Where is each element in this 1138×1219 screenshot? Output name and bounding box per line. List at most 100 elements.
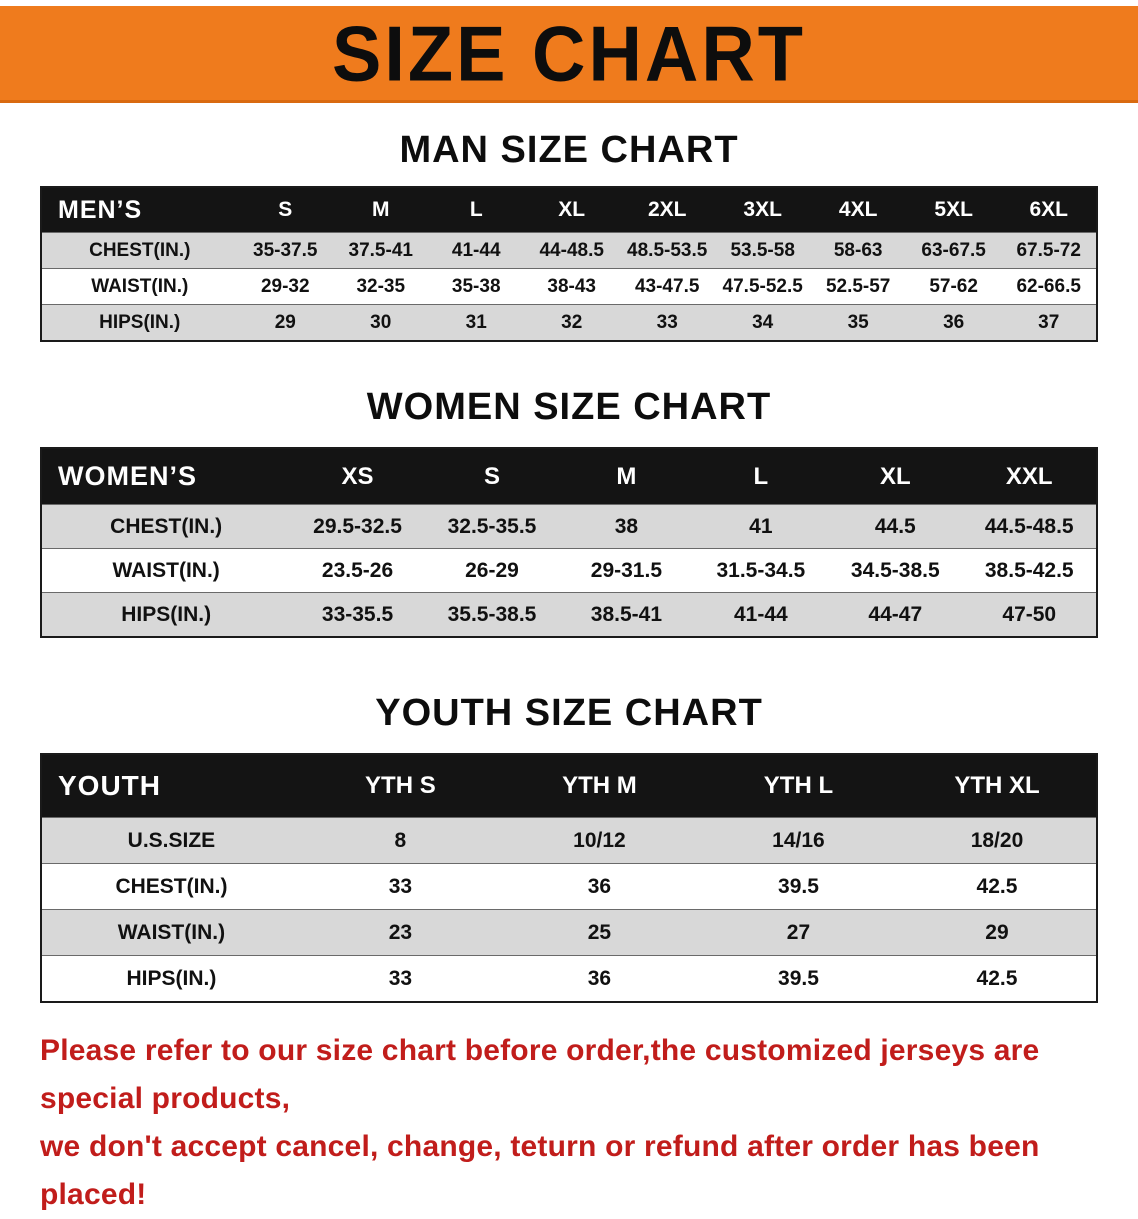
table-row: WAIST(IN.) 29-32 32-35 35-38 38-43 43-47.5 47.… bbox=[41, 268, 1097, 305]
table-row: CHEST(IN.) 29.5-32.5 32.5-35.5 38 41 44.5 44.5… bbox=[41, 504, 1097, 549]
size-value-cell: 29 bbox=[237, 304, 333, 341]
size-value-cell: 31 bbox=[428, 304, 524, 341]
size-value-cell: 35.5-38.5 bbox=[424, 592, 560, 637]
size-value-cell: 36 bbox=[499, 955, 699, 1002]
size-value-cell: 35 bbox=[810, 304, 906, 341]
row-label: HIPS(IN.) bbox=[41, 304, 238, 341]
size-value-cell: 36 bbox=[905, 304, 1002, 341]
size-value-cell: 42.5 bbox=[897, 955, 1097, 1002]
table-category-header: MEN’S bbox=[41, 187, 238, 233]
size-value-cell: 30 bbox=[333, 304, 429, 341]
size-value-cell: 29.5-32.5 bbox=[290, 504, 425, 549]
table-category-header: YOUTH bbox=[41, 754, 301, 818]
size-column-header: YTH M bbox=[499, 754, 699, 818]
size-value-cell: 52.5-57 bbox=[810, 268, 906, 305]
women-section-title: WOMEN SIZE CHART bbox=[366, 386, 772, 428]
size-value-cell: 23.5-26 bbox=[290, 548, 425, 593]
youth-size-table: YOUTH YTH S YTH M YTH L YTH XL U.S.SIZE 8 10/12… bbox=[40, 753, 1098, 1003]
section-women-size-chart: WOMEN SIZE CHART WOMEN’S XS S M L XL XXL CHEST(… bbox=[0, 386, 1138, 638]
size-column-header: M bbox=[333, 187, 429, 233]
size-value-cell: 39.5 bbox=[698, 863, 898, 910]
size-column-header: YTH XL bbox=[897, 754, 1097, 818]
size-value-cell: 37.5-41 bbox=[333, 232, 429, 269]
size-value-cell: 37 bbox=[1001, 304, 1097, 341]
page-title: SIZE CHART bbox=[332, 9, 806, 97]
size-value-cell: 44.5-48.5 bbox=[962, 504, 1097, 549]
size-value-cell: 36 bbox=[499, 863, 699, 910]
size-value-cell: 42.5 bbox=[897, 863, 1097, 910]
row-label: HIPS(IN.) bbox=[41, 955, 301, 1002]
footer-note: Please refer to our size chart before or… bbox=[40, 1027, 1138, 1219]
size-column-header: YTH S bbox=[300, 754, 500, 818]
table-category-header: WOMEN’S bbox=[41, 448, 291, 505]
size-value-cell: 32.5-35.5 bbox=[424, 504, 560, 549]
size-column-header: M bbox=[559, 448, 694, 505]
size-value-cell: 67.5-72 bbox=[1001, 232, 1097, 269]
size-value-cell: 38 bbox=[559, 504, 694, 549]
size-value-cell: 44-48.5 bbox=[523, 232, 620, 269]
size-value-cell: 33 bbox=[300, 955, 500, 1002]
row-label: WAIST(IN.) bbox=[41, 909, 301, 956]
size-column-header: 2XL bbox=[619, 187, 715, 233]
size-value-cell: 38.5-41 bbox=[559, 592, 694, 637]
size-value-cell: 27 bbox=[698, 909, 898, 956]
size-value-cell: 48.5-53.5 bbox=[619, 232, 715, 269]
size-value-cell: 25 bbox=[499, 909, 699, 956]
size-value-cell: 58-63 bbox=[810, 232, 906, 269]
size-value-cell: 33-35.5 bbox=[290, 592, 425, 637]
size-value-cell: 43-47.5 bbox=[619, 268, 715, 305]
size-column-header: S bbox=[424, 448, 560, 505]
table-row: HIPS(IN.) 33 36 39.5 42.5 bbox=[41, 955, 1097, 1002]
size-value-cell: 31.5-34.5 bbox=[693, 548, 829, 593]
table-header-row: YOUTH YTH S YTH M YTH L YTH XL bbox=[41, 754, 1097, 818]
size-value-cell: 14/16 bbox=[698, 817, 898, 864]
size-value-cell: 38-43 bbox=[523, 268, 620, 305]
size-column-header: XL bbox=[828, 448, 963, 505]
size-value-cell: 47-50 bbox=[962, 592, 1097, 637]
size-column-header: L bbox=[693, 448, 829, 505]
size-column-header: XS bbox=[290, 448, 425, 505]
men-size-table: MEN’S S M L XL 2XL 3XL 4XL 5XL 6XL CHEST(IN.) 35-37… bbox=[40, 186, 1098, 342]
table-header-row: WOMEN’S XS S M L XL XXL bbox=[41, 448, 1097, 505]
size-value-cell: 29-31.5 bbox=[559, 548, 694, 593]
table-row: WAIST(IN.) 23.5-26 26-29 29-31.5 31.5-34.5 34… bbox=[41, 548, 1097, 593]
size-value-cell: 39.5 bbox=[698, 955, 898, 1002]
table-row: HIPS(IN.) 29 30 31 32 33 34 35 36 37 bbox=[41, 304, 1097, 341]
size-value-cell: 62-66.5 bbox=[1001, 268, 1097, 305]
row-label: WAIST(IN.) bbox=[41, 548, 291, 593]
size-column-header: YTH L bbox=[698, 754, 898, 818]
size-value-cell: 32 bbox=[523, 304, 620, 341]
size-chart-page: SIZE CHART MAN SIZE CHART MEN’S S M L XL 2XL 3… bbox=[0, 6, 1138, 1219]
size-column-header: 5XL bbox=[905, 187, 1002, 233]
size-value-cell: 63-67.5 bbox=[905, 232, 1002, 269]
size-value-cell: 35-38 bbox=[428, 268, 524, 305]
row-label: CHEST(IN.) bbox=[41, 863, 301, 910]
size-value-cell: 29-32 bbox=[237, 268, 333, 305]
row-label: CHEST(IN.) bbox=[41, 504, 291, 549]
row-label: WAIST(IN.) bbox=[41, 268, 238, 305]
size-value-cell: 53.5-58 bbox=[714, 232, 811, 269]
size-value-cell: 44.5 bbox=[828, 504, 963, 549]
women-size-table: WOMEN’S XS S M L XL XXL CHEST(IN.) 29.5-32.5 32.5… bbox=[40, 447, 1098, 638]
size-column-header: 6XL bbox=[1001, 187, 1097, 233]
table-row: U.S.SIZE 8 10/12 14/16 18/20 bbox=[41, 817, 1097, 864]
size-value-cell: 32-35 bbox=[333, 268, 429, 305]
youth-section-title: YOUTH SIZE CHART bbox=[375, 692, 763, 734]
size-value-cell: 44-47 bbox=[828, 592, 963, 637]
row-label: HIPS(IN.) bbox=[41, 592, 291, 637]
row-label: U.S.SIZE bbox=[41, 817, 301, 864]
size-value-cell: 38.5-42.5 bbox=[962, 548, 1097, 593]
section-youth-size-chart: YOUTH SIZE CHART YOUTH YTH S YTH M YTH L YTH… bbox=[0, 692, 1138, 1003]
row-label: CHEST(IN.) bbox=[41, 232, 238, 269]
table-header-row: MEN’S S M L XL 2XL 3XL 4XL 5XL 6XL bbox=[41, 187, 1097, 233]
size-value-cell: 47.5-52.5 bbox=[714, 268, 811, 305]
size-value-cell: 29 bbox=[897, 909, 1097, 956]
table-row: CHEST(IN.) 33 36 39.5 42.5 bbox=[41, 863, 1097, 910]
size-column-header: S bbox=[237, 187, 333, 233]
size-value-cell: 41 bbox=[693, 504, 829, 549]
section-men-size-chart: MAN SIZE CHART MEN’S S M L XL 2XL 3XL 4XL 5XL 6XL… bbox=[0, 129, 1138, 342]
size-value-cell: 8 bbox=[300, 817, 500, 864]
size-value-cell: 41-44 bbox=[693, 592, 829, 637]
size-column-header: 3XL bbox=[714, 187, 811, 233]
size-value-cell: 26-29 bbox=[424, 548, 560, 593]
